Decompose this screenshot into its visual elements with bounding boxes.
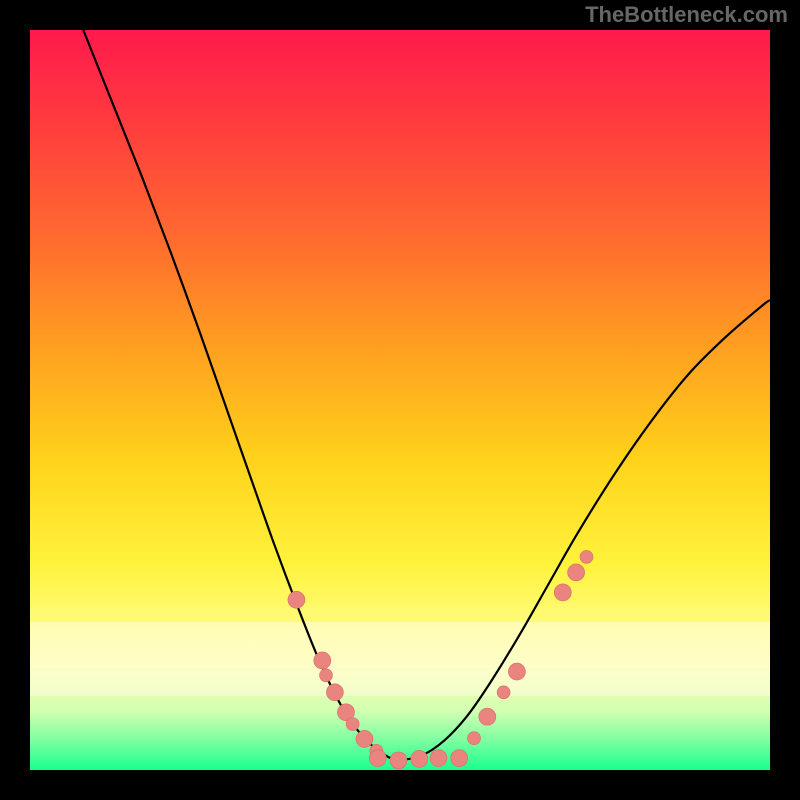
data-marker xyxy=(479,708,496,725)
data-marker xyxy=(346,718,359,731)
data-marker xyxy=(356,730,373,747)
data-marker xyxy=(320,669,333,682)
bottleneck-curve xyxy=(83,30,770,760)
data-marker xyxy=(468,732,481,745)
data-marker xyxy=(451,750,468,767)
data-marker xyxy=(369,750,386,767)
data-marker xyxy=(288,591,305,608)
data-marker xyxy=(497,686,510,699)
data-marker xyxy=(314,652,331,669)
plot-area xyxy=(30,30,770,770)
chart-frame xyxy=(0,0,800,800)
data-marker xyxy=(580,550,593,563)
data-marker xyxy=(390,752,407,769)
watermark-text: TheBottleneck.com xyxy=(585,2,788,28)
curve-layer xyxy=(30,30,770,770)
data-marker xyxy=(326,684,343,701)
data-marker xyxy=(411,750,428,767)
data-marker xyxy=(554,584,571,601)
data-marker xyxy=(430,750,447,767)
data-marker xyxy=(568,564,585,581)
data-marker xyxy=(508,663,525,680)
